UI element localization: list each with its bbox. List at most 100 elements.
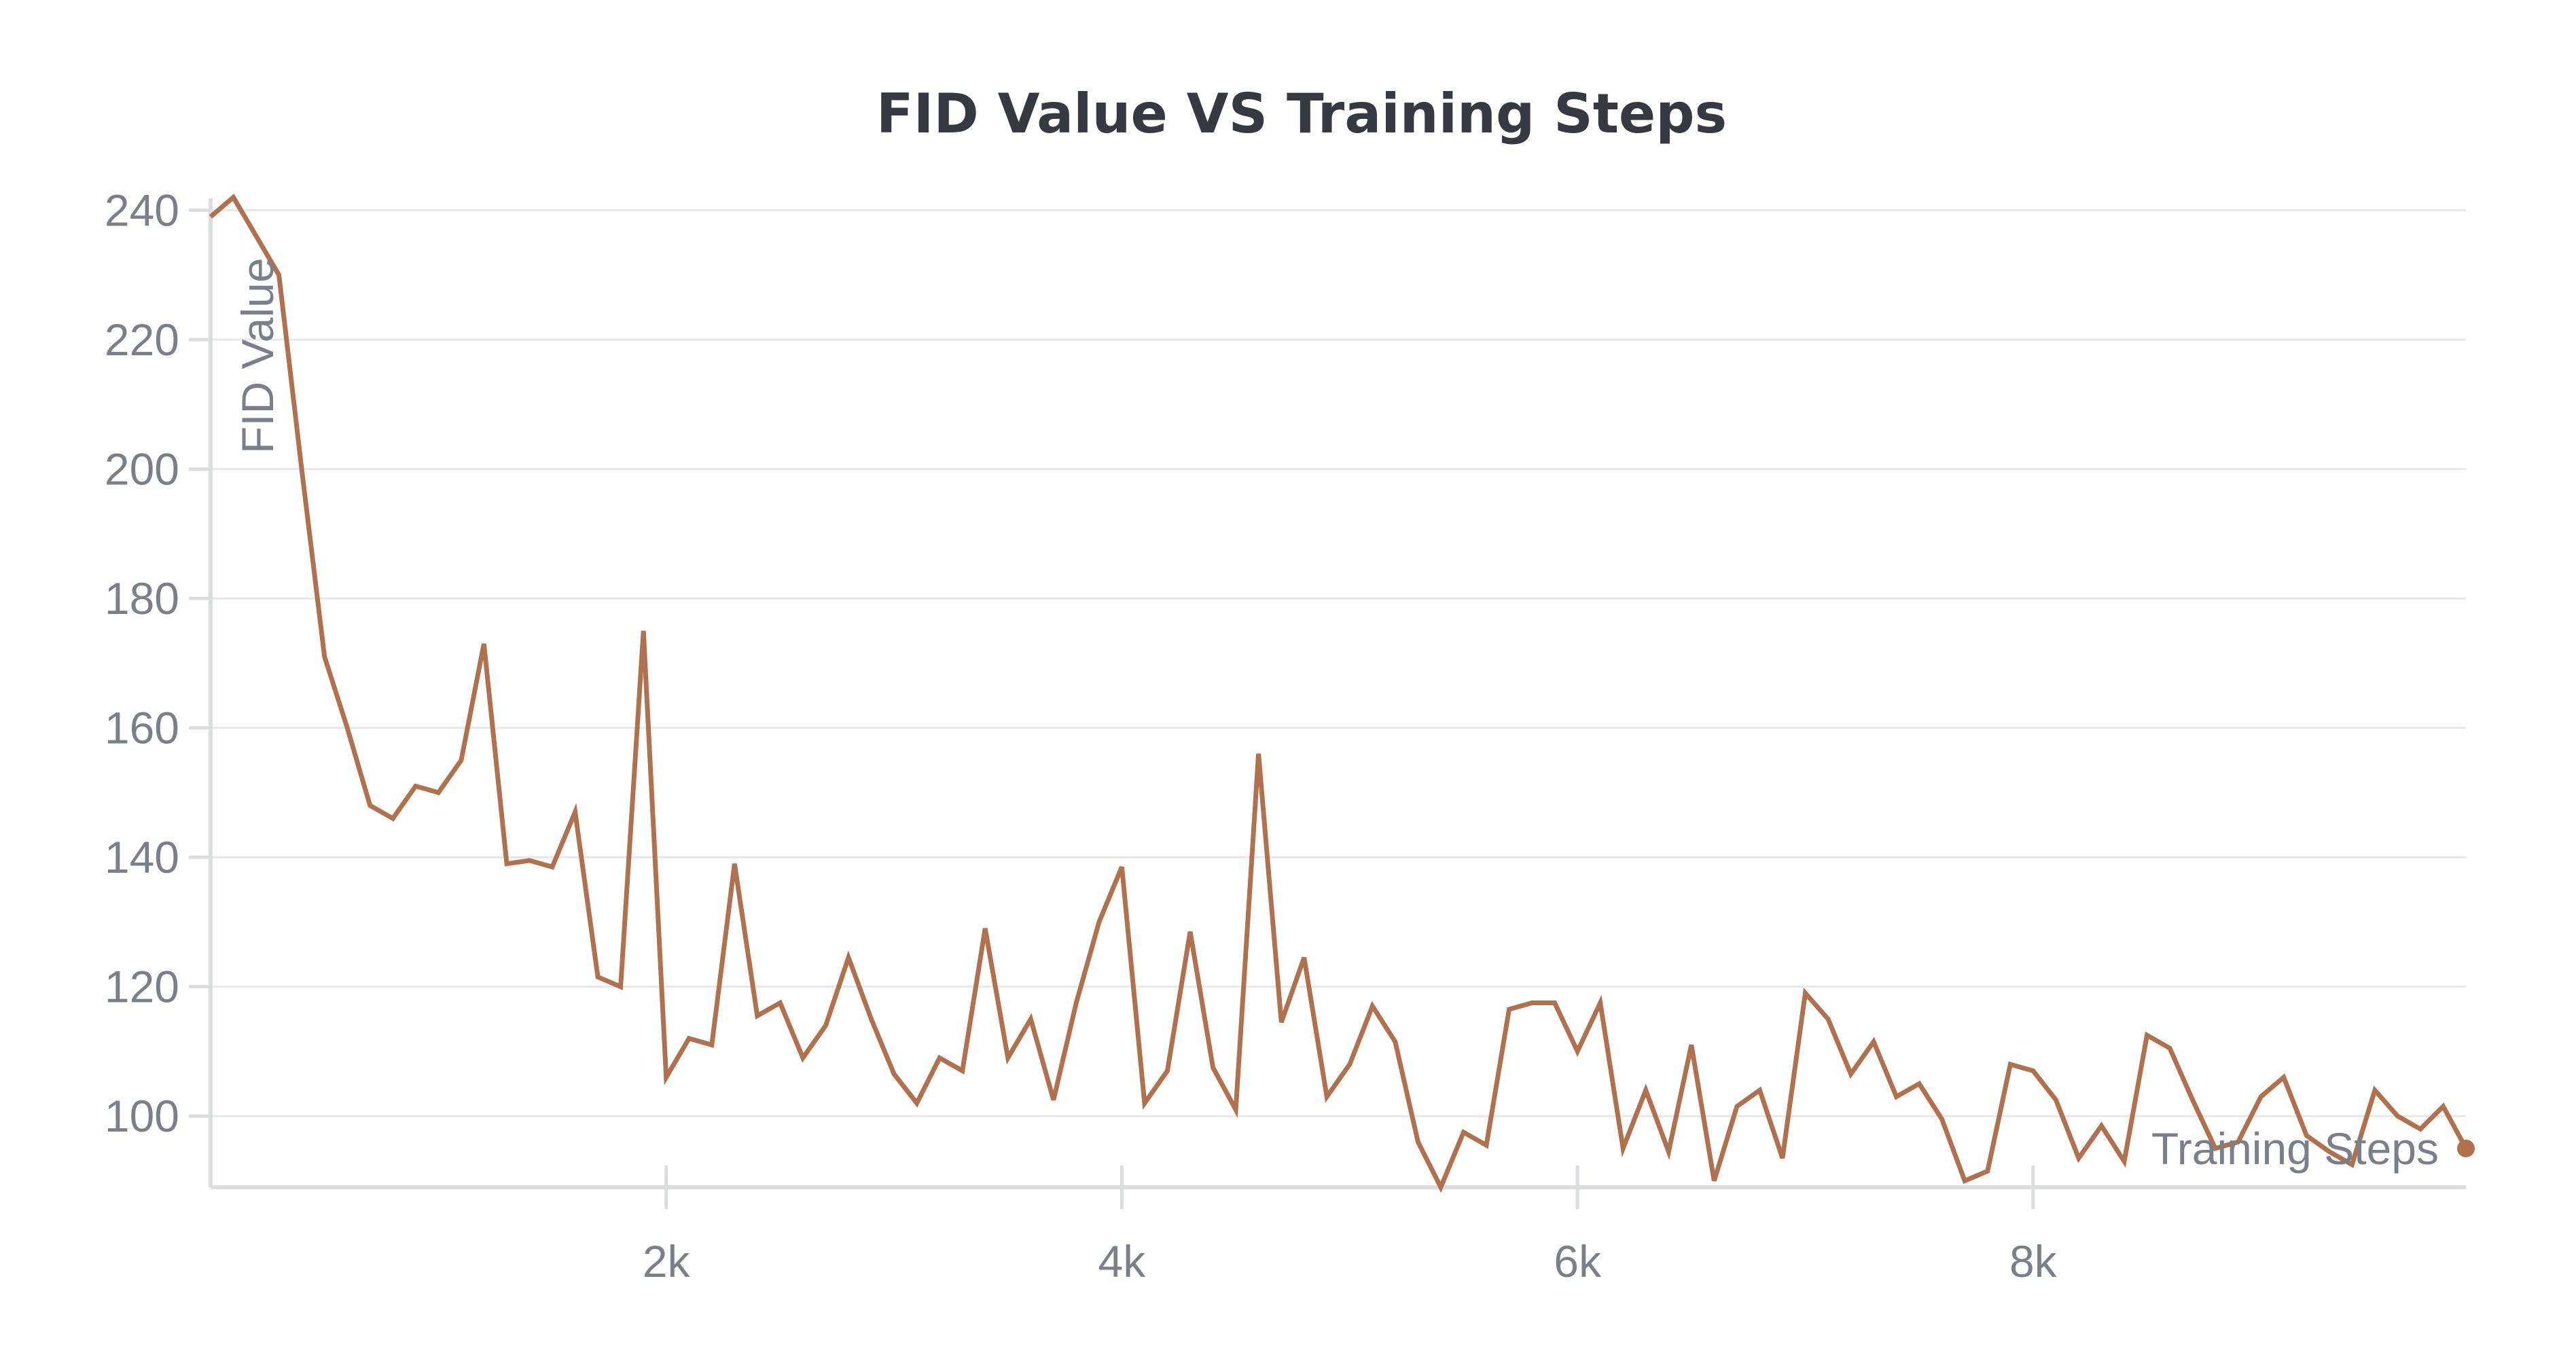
- data-point: [959, 1068, 966, 1075]
- data-point: [663, 1074, 670, 1081]
- data-point: [1528, 1000, 1535, 1007]
- data-point: [344, 725, 351, 732]
- data-point: [1483, 1142, 1490, 1149]
- data-point: [1050, 1096, 1057, 1103]
- y-axis-title: FID Value: [232, 257, 283, 454]
- data-point: [1802, 990, 1808, 996]
- data-point: [2121, 1158, 2128, 1165]
- data-point: [2144, 1032, 2151, 1039]
- data-point: [1665, 1149, 1672, 1155]
- series-layer: [209, 194, 2475, 1193]
- data-point: [1620, 1145, 1626, 1152]
- grid: [211, 209, 2466, 1117]
- data-point: [822, 1022, 829, 1029]
- data-point: [1893, 1094, 1900, 1100]
- data-point: [572, 808, 579, 815]
- y-tick-label: 160: [105, 703, 179, 753]
- y-tick-label: 240: [105, 185, 179, 236]
- data-point: [640, 628, 647, 634]
- data-point: [891, 1070, 897, 1077]
- data-point: [2257, 1094, 2264, 1100]
- data-point: [480, 641, 487, 647]
- data-point: [776, 1000, 783, 1007]
- data-point: [1346, 1061, 1353, 1068]
- data-point: [1574, 1048, 1581, 1055]
- data-point: [1643, 1087, 1649, 1094]
- data-point: [1779, 1155, 1786, 1161]
- y-tick-label: 140: [105, 832, 179, 882]
- data-point: [1118, 863, 1125, 870]
- data-point: [1278, 1019, 1285, 1026]
- data-point: [526, 857, 533, 864]
- data-point: [936, 1054, 943, 1061]
- data-point: [1027, 1015, 1034, 1022]
- data-point: [1734, 1103, 1740, 1110]
- data-point: [2075, 1155, 2082, 1161]
- x-tick-label: 8k: [2009, 1236, 2058, 1286]
- data-point: [685, 1035, 692, 1042]
- data-point: [800, 1054, 806, 1061]
- data-point: [1939, 1116, 1946, 1123]
- data-point: [1414, 1138, 1421, 1145]
- data-point: [1984, 1168, 1991, 1174]
- data-point: [367, 802, 374, 809]
- data-point: [845, 954, 852, 961]
- data-point: [1232, 1106, 1239, 1113]
- data-point: [1369, 1003, 1376, 1009]
- data-point: [503, 861, 510, 867]
- data-point: [1597, 1000, 1604, 1007]
- data-point: [435, 789, 442, 796]
- data-point: [1073, 1000, 1079, 1007]
- data-point: [2439, 1103, 2446, 1110]
- x-axis-title: Training Steps: [2151, 1123, 2439, 1174]
- x-tick-label: 4k: [1098, 1236, 1147, 1286]
- data-point: [1210, 1064, 1217, 1071]
- data-point: [1688, 1041, 1695, 1048]
- data-point: [618, 984, 624, 990]
- data-point: [549, 863, 556, 870]
- data-point: [298, 466, 305, 473]
- data-point: [1005, 1054, 1012, 1061]
- data-point: [1552, 1000, 1558, 1007]
- y-tick-label: 180: [105, 573, 179, 624]
- data-point: [412, 782, 419, 789]
- chart-title: FID Value VS Training Steps: [876, 82, 1727, 145]
- y-tick-label: 220: [105, 314, 179, 365]
- data-point: [1141, 1100, 1148, 1106]
- data-point: [1437, 1184, 1444, 1191]
- data-point: [2098, 1123, 2105, 1130]
- data-point: [1870, 1039, 1877, 1045]
- data-point: [1506, 1006, 1513, 1013]
- data-point: [1848, 1070, 1855, 1077]
- data-point: [1323, 1094, 1330, 1100]
- data-point: [458, 757, 465, 763]
- data-point: [1096, 918, 1103, 925]
- y-tick-label: 200: [105, 444, 179, 494]
- data-point: [2394, 1113, 2401, 1119]
- data-point: [1916, 1081, 1922, 1087]
- data-point: [1460, 1129, 1467, 1136]
- x-tick-label: 2k: [643, 1236, 691, 1286]
- data-point: [1825, 1015, 1831, 1022]
- data-point: [321, 653, 328, 660]
- data-point: [1255, 751, 1262, 757]
- data-point: [230, 194, 237, 200]
- data-point: [914, 1100, 920, 1106]
- axes: [189, 198, 2466, 1209]
- data-point: [982, 925, 988, 932]
- data-point: [1756, 1087, 1763, 1094]
- data-point: [731, 861, 738, 867]
- data-point: [2372, 1087, 2378, 1094]
- data-point: [2280, 1074, 2287, 1081]
- y-axis-ticks: 100 120 140 160 180 200 220 240: [105, 185, 179, 1142]
- data-point: [1711, 1177, 1717, 1184]
- data-point: [2189, 1096, 2196, 1103]
- data-point: [709, 1041, 715, 1048]
- y-tick-label: 100: [105, 1091, 179, 1141]
- data-point: [389, 815, 396, 822]
- data-point: [2007, 1061, 2014, 1068]
- data-point: [754, 1013, 761, 1020]
- data-point: [594, 973, 601, 980]
